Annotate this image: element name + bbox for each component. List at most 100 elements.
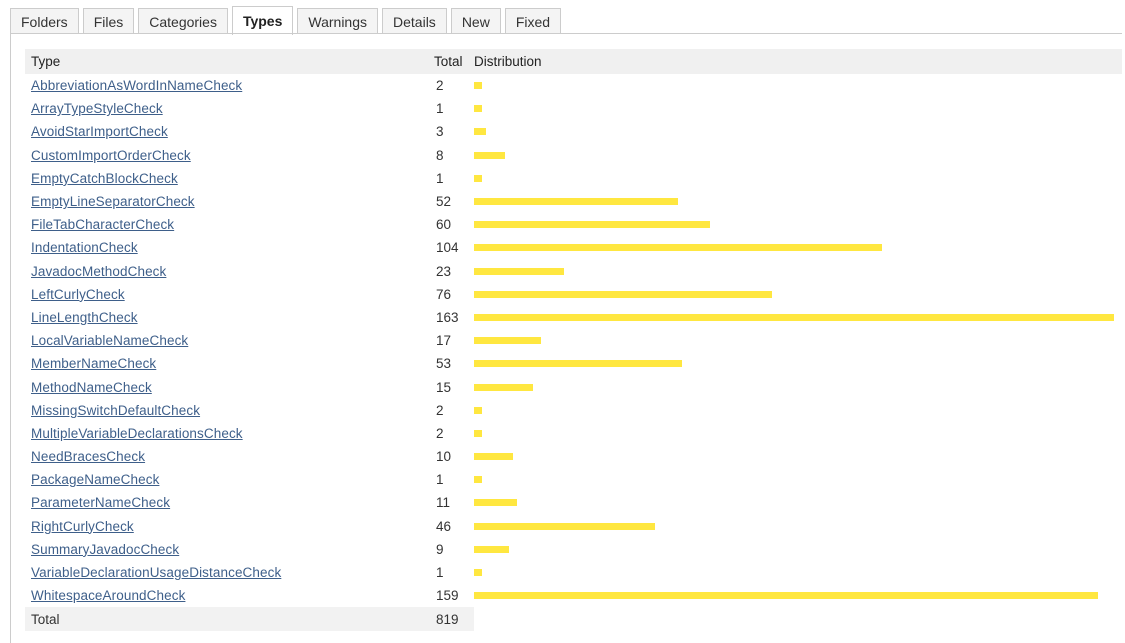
total-label: Total <box>25 607 434 632</box>
type-cell: AbbreviationAsWordInNameCheck <box>25 74 434 97</box>
total-cell: 2 <box>436 425 444 441</box>
distribution-bar <box>474 290 772 298</box>
table-row: CustomImportOrderCheck 8 <box>25 144 1122 167</box>
tab-fixed[interactable]: Fixed <box>504 8 562 34</box>
type-cell: LocalVariableNameCheck <box>25 329 434 352</box>
total-value: 819 <box>434 607 474 632</box>
total-cell: 52 <box>436 194 452 210</box>
type-link[interactable]: CustomImportOrderCheck <box>31 147 191 163</box>
total-cell: 60 <box>436 217 452 233</box>
column-header-distribution[interactable]: Distribution <box>474 49 1122 74</box>
distribution-bar <box>474 453 513 461</box>
total-cell: 3 <box>436 124 444 140</box>
type-link[interactable]: IndentationCheck <box>31 240 138 256</box>
distribution-bar <box>474 592 1098 600</box>
type-cell: SummaryJavadocCheck <box>25 538 434 561</box>
total-cell: 1 <box>436 170 444 186</box>
distribution-cell <box>474 167 1122 190</box>
type-cell: AvoidStarImportCheck <box>25 120 434 143</box>
type-cell: JavadocMethodCheck <box>25 260 434 283</box>
type-link[interactable]: ArrayTypeStyleCheck <box>31 101 163 117</box>
type-cell: ArrayTypeStyleCheck <box>25 97 434 120</box>
type-link[interactable]: VariableDeclarationUsageDistanceCheck <box>31 565 282 581</box>
column-header-total[interactable]: Total <box>434 49 474 74</box>
type-link[interactable]: PackageNameCheck <box>31 472 160 488</box>
distribution-bar <box>474 522 655 530</box>
type-link[interactable]: MissingSwitchDefaultCheck <box>31 402 201 418</box>
total-cell: 53 <box>436 356 452 372</box>
type-link[interactable]: EmptyCatchBlockCheck <box>31 170 178 186</box>
table-total-row: Total 819 <box>25 607 1122 632</box>
type-link[interactable]: LineLengthCheck <box>31 309 138 325</box>
distribution-bar <box>474 128 486 136</box>
type-link[interactable]: FileTabCharacterCheck <box>31 217 175 233</box>
type-link[interactable]: LocalVariableNameCheck <box>31 333 189 349</box>
table-row: MethodNameCheck 15 <box>25 375 1122 398</box>
tab-details[interactable]: Details <box>382 8 447 34</box>
type-link[interactable]: LeftCurlyCheck <box>31 286 125 302</box>
total-cell: 23 <box>436 263 452 279</box>
distribution-bar <box>474 221 710 229</box>
tab-warnings[interactable]: Warnings <box>297 8 379 34</box>
distribution-bar <box>474 569 482 577</box>
type-cell: MemberNameCheck <box>25 352 434 375</box>
type-cell: LineLengthCheck <box>25 306 434 329</box>
distribution-cell <box>474 515 1122 538</box>
type-link[interactable]: MultipleVariableDeclarationsCheck <box>31 425 243 441</box>
type-link[interactable]: WhitespaceAroundCheck <box>31 588 186 604</box>
distribution-bar <box>474 406 482 414</box>
distribution-bar <box>474 383 533 391</box>
type-cell: VariableDeclarationUsageDistanceCheck <box>25 561 434 584</box>
total-cell: 11 <box>436 495 451 511</box>
table-row: EmptyLineSeparatorCheck 52 <box>25 190 1122 213</box>
type-link[interactable]: JavadocMethodCheck <box>31 263 167 279</box>
type-link[interactable]: AbbreviationAsWordInNameCheck <box>31 78 243 94</box>
total-cell: 159 <box>436 588 459 604</box>
table-header-row: Type Total Distribution <box>25 49 1122 74</box>
type-link[interactable]: EmptyLineSeparatorCheck <box>31 194 195 210</box>
distribution-cell <box>474 260 1122 283</box>
type-cell: NeedBracesCheck <box>25 445 434 468</box>
table-row: RightCurlyCheck 46 <box>25 515 1122 538</box>
distribution-cell <box>474 352 1122 375</box>
type-link[interactable]: MethodNameCheck <box>31 379 152 395</box>
total-cell: 163 <box>436 309 459 325</box>
table-row: EmptyCatchBlockCheck 1 <box>25 167 1122 190</box>
table-row: AbbreviationAsWordInNameCheck 2 <box>25 74 1122 97</box>
type-link[interactable]: MemberNameCheck <box>31 356 157 372</box>
distribution-cell <box>474 468 1122 491</box>
total-cell: 10 <box>436 449 452 465</box>
distribution-bar <box>474 360 682 368</box>
type-link[interactable]: AvoidStarImportCheck <box>31 124 168 140</box>
table-row: VariableDeclarationUsageDistanceCheck 1 <box>25 561 1122 584</box>
total-cell: 15 <box>436 379 452 395</box>
column-header-type[interactable]: Type <box>25 49 434 74</box>
tab-folders[interactable]: Folders <box>10 8 79 34</box>
table-row: PackageNameCheck 1 <box>25 468 1122 491</box>
distribution-bar <box>474 545 509 553</box>
distribution-cell <box>474 306 1122 329</box>
total-cell: 1 <box>436 101 444 117</box>
total-cell: 8 <box>436 147 444 163</box>
table-row: ArrayTypeStyleCheck 1 <box>25 97 1122 120</box>
tab-types[interactable]: Types <box>231 6 294 35</box>
table-row: LineLengthCheck 163 <box>25 306 1122 329</box>
tab-new[interactable]: New <box>450 8 501 34</box>
type-link[interactable]: NeedBracesCheck <box>31 449 146 465</box>
distribution-bar <box>474 499 517 507</box>
distribution-cell <box>474 584 1122 607</box>
distribution-bar <box>474 267 564 275</box>
distribution-bar <box>474 429 482 437</box>
total-cell: 17 <box>436 333 452 349</box>
total-distribution-cell <box>474 607 1122 632</box>
type-link[interactable]: ParameterNameCheck <box>31 495 171 511</box>
tab-files[interactable]: Files <box>82 8 135 34</box>
type-cell: PackageNameCheck <box>25 468 434 491</box>
tab-categories[interactable]: Categories <box>138 8 228 34</box>
type-link[interactable]: SummaryJavadocCheck <box>31 541 180 557</box>
table-row: FileTabCharacterCheck 60 <box>25 213 1122 236</box>
distribution-cell <box>474 329 1122 352</box>
distribution-bar <box>474 174 482 182</box>
distribution-bar <box>474 244 882 252</box>
type-link[interactable]: RightCurlyCheck <box>31 518 134 534</box>
